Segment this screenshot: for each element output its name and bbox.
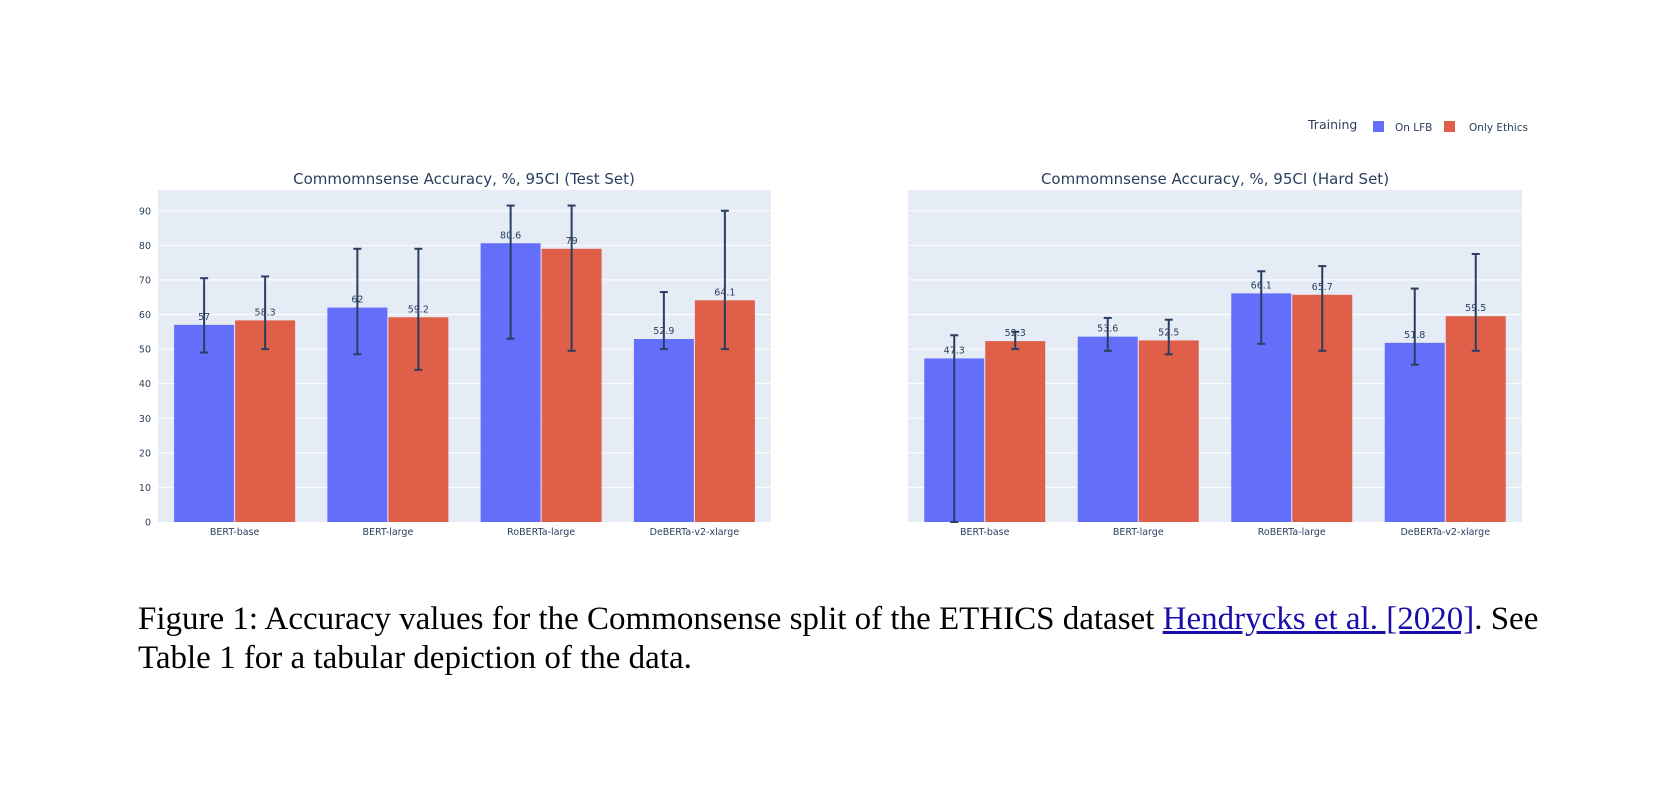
data-label-on-lfb: 51.8 (1404, 330, 1425, 341)
legend-swatch-only-ethics (1444, 121, 1455, 132)
y-tick-label: 90 (139, 206, 151, 217)
bar-on-lfb (1077, 336, 1138, 522)
data-label-on-lfb: 66.1 (1251, 280, 1272, 291)
chart-title-hard-set: Commomnsense Accuracy, %, 95CI (Hard Set… (1041, 170, 1389, 188)
bars-hard-set (924, 293, 1506, 522)
legend-label-on-lfb[interactable]: On LFB (1395, 122, 1432, 134)
legend-swatch-on-lfb (1373, 121, 1384, 132)
citation-link[interactable]: Hendrycks et al. [2020] (1162, 601, 1475, 637)
data-label-only-ethics: 59.5 (1465, 303, 1486, 314)
x-tick-label: RoBERTa-large (1258, 527, 1326, 538)
chart-panel-test-set: Commomnsense Accuracy, %, 95CI (Test Set… (139, 170, 771, 538)
y-tick-label: 70 (139, 275, 151, 286)
y-tick-label: 80 (139, 241, 151, 252)
bar-on-lfb (174, 324, 235, 522)
bar-on-lfb (633, 339, 694, 522)
legend-label-only-ethics[interactable]: Only Ethics (1469, 122, 1528, 134)
x-axis-ticks-hard-set: BERT-base BERT-large RoBERTa-large DeBERTa-… (960, 527, 1490, 538)
data-label-on-lfb: 57 (198, 312, 210, 323)
data-label-on-lfb: 52.9 (653, 326, 674, 337)
y-tick-label: 0 (145, 518, 151, 529)
data-label-on-lfb: 80.6 (500, 230, 521, 241)
error-bars-test-set (200, 204, 729, 371)
bars-test-set (174, 243, 755, 522)
x-tick-label: DeBERTa-v2-xlarge (1400, 527, 1490, 538)
data-label-only-ethics: 52.5 (1158, 327, 1179, 338)
x-tick-label: DeBERTa-v2-xlarge (650, 527, 740, 538)
x-tick-label: BERT-base (960, 527, 1010, 538)
y-tick-label: 20 (139, 448, 151, 459)
data-label-only-ethics: 65.7 (1312, 282, 1333, 293)
legend-title: Training (1307, 117, 1357, 132)
bar-only-ethics (1138, 340, 1199, 522)
x-axis-ticks-test-set: BERT-base BERT-large RoBERTa-large DeBERTa-… (210, 527, 739, 538)
data-label-on-lfb: 47.3 (944, 345, 965, 356)
y-tick-label: 30 (139, 414, 151, 425)
error-bars-hard-set (950, 252, 1480, 523)
chart-title-test-set: Commomnsense Accuracy, %, 95CI (Test Set… (293, 170, 635, 188)
data-label-only-ethics: 52.3 (1005, 328, 1026, 339)
data-label-only-ethics: 58.3 (255, 307, 276, 318)
caption-prefix: Figure 1: Accuracy values for the Common… (138, 601, 1163, 637)
data-label-only-ethics: 64.1 (714, 287, 735, 298)
y-tick-label: 10 (139, 483, 151, 494)
y-tick-label: 40 (139, 379, 151, 390)
y-tick-label: 60 (139, 310, 151, 321)
data-label-on-lfb: 62 (351, 295, 363, 306)
data-labels-hard-set: 47.3 52.3 53.6 52.5 66.1 65.7 51.8 59.5 (944, 280, 1487, 356)
data-label-only-ethics: 79 (566, 236, 578, 247)
x-tick-label: BERT-large (362, 527, 413, 538)
figure-caption: Figure 1: Accuracy values for the Common… (138, 600, 1578, 678)
caption-suffix: . See Table 1 for a tabular depiction of… (138, 601, 1539, 676)
bar-on-lfb (1384, 342, 1445, 522)
legend: Training On LFB Only Ethics (1307, 117, 1528, 134)
x-tick-label: RoBERTa-large (507, 527, 575, 538)
y-axis-ticks-test-set: 0 10 20 30 40 50 60 70 80 90 (139, 206, 151, 528)
bar-only-ethics (985, 341, 1046, 522)
x-tick-label: BERT-large (1113, 527, 1164, 538)
data-label-on-lfb: 53.6 (1097, 324, 1118, 335)
bar-only-ethics (235, 320, 296, 522)
chart-panel-hard-set: Commomnsense Accuracy, %, 95CI (Hard Set… (908, 170, 1522, 538)
data-labels-test-set: 57 58.3 62 59.2 80.6 79 52.9 64.1 (198, 230, 735, 337)
y-tick-label: 50 (139, 345, 151, 356)
x-tick-label: BERT-base (210, 527, 260, 538)
data-label-only-ethics: 59.2 (408, 304, 429, 315)
